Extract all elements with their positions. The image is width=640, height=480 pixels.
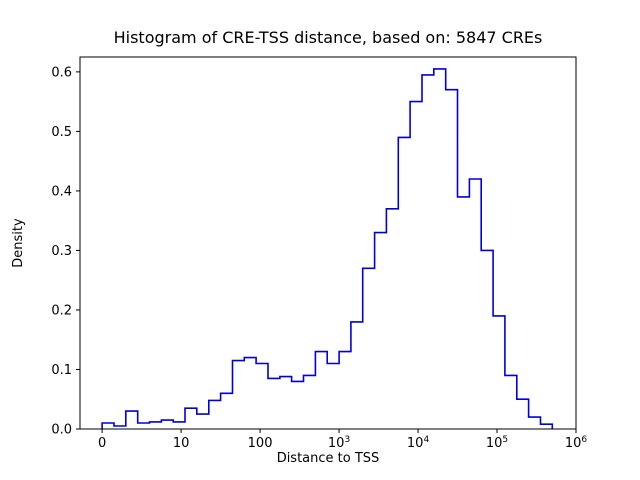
x-tick-label: 104 <box>407 435 430 451</box>
x-tick-label: 105 <box>486 435 508 451</box>
y-tick-label: 0.4 <box>51 184 72 199</box>
y-tick-label: 0.0 <box>51 423 72 438</box>
x-tick-label: 0 <box>98 436 106 451</box>
y-tick-label: 0.3 <box>51 244 72 259</box>
x-tick-label: 106 <box>565 435 588 451</box>
y-tick-label: 0.1 <box>51 363 72 378</box>
y-tick-label: 0.5 <box>51 125 72 140</box>
chart-title: Histogram of CRE-TSS distance, based on:… <box>114 28 543 47</box>
x-tick-label: 10 <box>173 436 190 451</box>
x-axis-label: Distance to TSS <box>277 451 380 466</box>
x-tick-label: 100 <box>248 436 273 451</box>
histogram-line <box>101 68 554 429</box>
axes-frame <box>79 56 577 430</box>
axes-layer: 0 10 100 103 104 105 106 0.0 0.1 0.2 0.3 0.4 0.5 0.6 <box>51 56 588 451</box>
y-tick-label: 0.6 <box>51 65 72 80</box>
y-tick-label: 0.2 <box>51 303 72 318</box>
x-tick-label: 103 <box>328 435 350 451</box>
y-axis-label: Density <box>11 218 26 268</box>
